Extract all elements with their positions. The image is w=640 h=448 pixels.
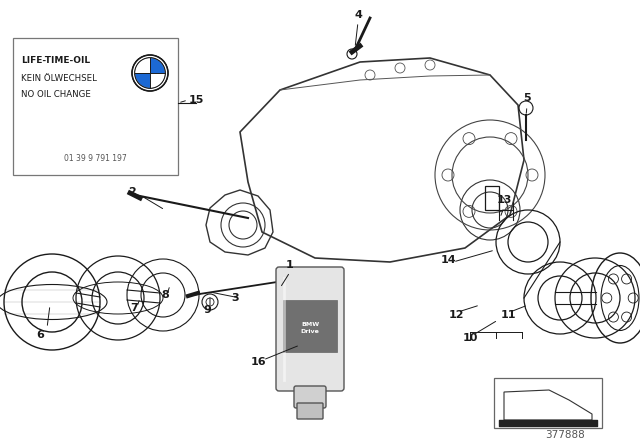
Text: NO OIL CHANGE: NO OIL CHANGE: [21, 90, 91, 99]
Text: 15: 15: [188, 95, 204, 105]
Text: 16: 16: [250, 357, 266, 367]
Wedge shape: [150, 58, 165, 73]
Text: 3: 3: [231, 293, 239, 303]
Bar: [485, 186, 499, 210]
Text: 5: 5: [523, 93, 531, 103]
Text: 13: 13: [496, 195, 512, 205]
FancyBboxPatch shape: [294, 386, 326, 408]
Wedge shape: [135, 58, 150, 73]
Text: 377888: 377888: [545, 430, 585, 440]
Text: 10: 10: [462, 333, 477, 343]
Text: 8: 8: [161, 290, 169, 300]
Text: 11: 11: [500, 310, 516, 320]
FancyBboxPatch shape: [13, 38, 178, 175]
Wedge shape: [150, 73, 165, 88]
Text: 7: 7: [130, 303, 138, 313]
FancyBboxPatch shape: [494, 378, 602, 428]
Bar: [283, 300, 337, 352]
Text: 9: 9: [203, 305, 211, 315]
Wedge shape: [135, 73, 150, 88]
Text: 1: 1: [286, 260, 294, 270]
Text: LIFE-TIME-OIL: LIFE-TIME-OIL: [21, 56, 90, 65]
Text: 12: 12: [448, 310, 464, 320]
FancyBboxPatch shape: [276, 267, 344, 391]
Text: 01 39 9 791 197: 01 39 9 791 197: [63, 154, 126, 163]
FancyBboxPatch shape: [297, 403, 323, 419]
Text: 14: 14: [441, 255, 457, 265]
Text: 4: 4: [354, 10, 362, 20]
Text: 6: 6: [36, 330, 44, 340]
Text: KEIN ÖLWECHSEL: KEIN ÖLWECHSEL: [21, 74, 97, 83]
Text: 2: 2: [128, 187, 136, 197]
Text: BMW
Drive: BMW Drive: [301, 323, 319, 334]
